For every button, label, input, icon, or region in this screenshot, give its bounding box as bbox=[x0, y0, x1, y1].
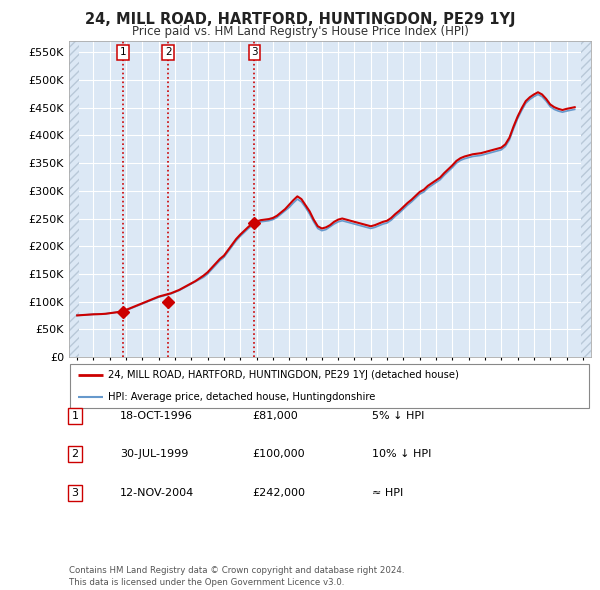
Text: £100,000: £100,000 bbox=[252, 450, 305, 459]
Text: 3: 3 bbox=[251, 47, 258, 57]
Text: 1: 1 bbox=[71, 411, 79, 421]
FancyBboxPatch shape bbox=[70, 363, 589, 408]
Text: £81,000: £81,000 bbox=[252, 411, 298, 421]
Text: 12-NOV-2004: 12-NOV-2004 bbox=[120, 488, 194, 497]
Text: ≈ HPI: ≈ HPI bbox=[372, 488, 403, 497]
Text: 30-JUL-1999: 30-JUL-1999 bbox=[120, 450, 188, 459]
Text: 24, MILL ROAD, HARTFORD, HUNTINGDON, PE29 1YJ: 24, MILL ROAD, HARTFORD, HUNTINGDON, PE2… bbox=[85, 12, 515, 27]
Text: 18-OCT-1996: 18-OCT-1996 bbox=[120, 411, 193, 421]
Text: 10% ↓ HPI: 10% ↓ HPI bbox=[372, 450, 431, 459]
Text: 2: 2 bbox=[71, 450, 79, 459]
Text: Price paid vs. HM Land Registry's House Price Index (HPI): Price paid vs. HM Land Registry's House … bbox=[131, 25, 469, 38]
Text: 1: 1 bbox=[119, 47, 126, 57]
Text: 2: 2 bbox=[165, 47, 172, 57]
Bar bbox=[581, 41, 591, 357]
Text: 3: 3 bbox=[71, 488, 79, 497]
Text: 5% ↓ HPI: 5% ↓ HPI bbox=[372, 411, 424, 421]
Text: 24, MILL ROAD, HARTFORD, HUNTINGDON, PE29 1YJ (detached house): 24, MILL ROAD, HARTFORD, HUNTINGDON, PE2… bbox=[108, 370, 459, 380]
Text: Contains HM Land Registry data © Crown copyright and database right 2024.
This d: Contains HM Land Registry data © Crown c… bbox=[69, 566, 404, 587]
Bar bbox=[69, 41, 79, 357]
Text: HPI: Average price, detached house, Huntingdonshire: HPI: Average price, detached house, Hunt… bbox=[108, 392, 376, 402]
Text: £242,000: £242,000 bbox=[252, 488, 305, 497]
